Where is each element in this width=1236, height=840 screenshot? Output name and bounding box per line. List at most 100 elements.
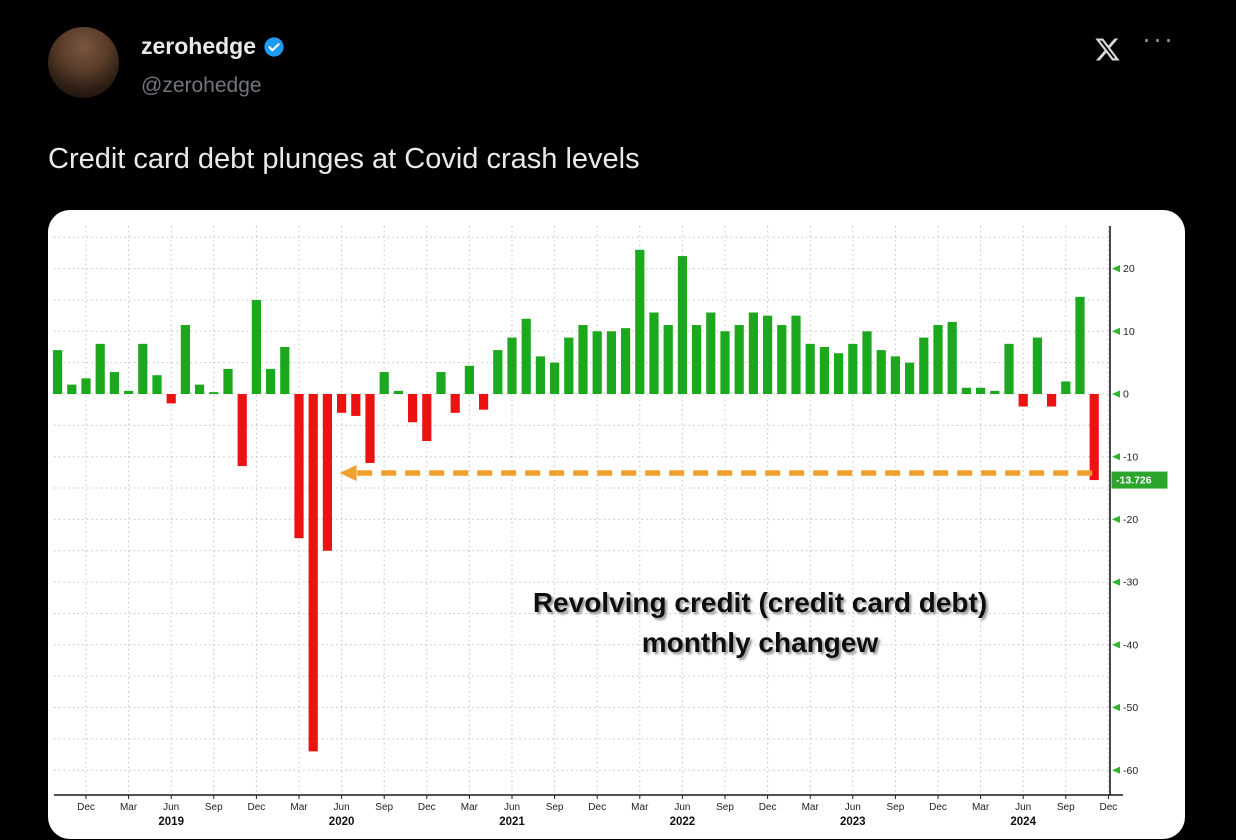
chart-title-line-1: Revolving credit (credit card debt) <box>533 587 987 618</box>
author-name[interactable]: zerohedge <box>141 33 285 60</box>
bar-2020-02 <box>280 346 290 394</box>
chart-grid <box>54 226 1110 795</box>
bar-2019-03 <box>124 390 134 394</box>
comparison-arrow <box>339 465 1093 482</box>
bar-2024-06 <box>1018 394 1028 407</box>
bar-2021-04 <box>479 394 489 410</box>
x-tick-2020-12: Dec <box>418 802 436 813</box>
author-handle: @zerohedge <box>141 74 262 97</box>
tweet-media-chart[interactable]: Dec Mar Jun Sep Dec Mar Jun Sep Dec Mar Jun Sep Dec M… <box>48 210 1185 839</box>
bar-2018-11 <box>67 384 77 394</box>
x-tick-2022-12: Dec <box>759 802 777 813</box>
x-tick-2019-06: Jun <box>163 802 179 813</box>
chart-title: Revolving credit (credit card debt) month… <box>533 587 987 658</box>
bar-2024-08 <box>1047 394 1057 407</box>
y-tick--60: -60 <box>1123 765 1138 777</box>
x-tick-2022-03: Mar <box>631 802 649 813</box>
x-tick-2018-12: Dec <box>77 802 95 813</box>
bar-2019-11 <box>237 394 247 467</box>
bar-2020-08 <box>365 394 375 463</box>
bar-2020-12 <box>422 394 432 442</box>
y-tick-arrow-10 <box>1112 327 1120 335</box>
y-tick-arrow--40 <box>1112 641 1120 649</box>
bar-2023-10 <box>905 362 915 394</box>
bar-2022-08 <box>706 312 716 394</box>
year-label-2024: 2024 <box>1010 816 1036 828</box>
year-label-2020: 2020 <box>329 816 355 828</box>
y-tick--20: -20 <box>1123 514 1138 526</box>
x-tick-2024-06: Jun <box>1015 802 1031 813</box>
y-tick-arrow--20 <box>1112 515 1120 523</box>
x-tick-2019-12: Dec <box>248 802 266 813</box>
bar-2023-07 <box>862 331 872 394</box>
bar-2023-03 <box>805 343 815 394</box>
bar-2022-06 <box>677 256 687 394</box>
bar-2022-03 <box>635 249 645 394</box>
more-button[interactable]: ··· <box>1142 24 1175 54</box>
y-tick-0: 0 <box>1123 389 1129 401</box>
bar-2022-04 <box>649 312 659 394</box>
bar-2024-02 <box>961 387 971 394</box>
bar-2023-06 <box>848 343 858 394</box>
x-tick-2019-09: Sep <box>205 802 223 813</box>
bar-2019-05 <box>152 375 162 394</box>
bar-2019-08 <box>195 384 205 394</box>
bar-2019-02 <box>109 372 119 394</box>
bar-2021-06 <box>507 337 517 394</box>
bar-2022-01 <box>606 331 616 394</box>
bar-2021-11 <box>578 325 588 394</box>
y-tick--50: -50 <box>1123 702 1138 714</box>
bar-2023-12 <box>933 325 943 394</box>
bar-2023-01 <box>777 325 787 394</box>
y-tick-arrow--10 <box>1112 453 1120 461</box>
bar-2022-05 <box>663 325 673 394</box>
bar-2024-05 <box>1004 343 1014 394</box>
y-tick-10: 10 <box>1123 326 1135 338</box>
bar-2020-05 <box>322 394 332 551</box>
x-tick-2023-03: Mar <box>802 802 820 813</box>
bar-2023-09 <box>890 356 900 394</box>
y-tick--30: -30 <box>1123 577 1138 589</box>
x-logo-icon[interactable] <box>1094 36 1121 63</box>
x-tick-2020-03: Mar <box>290 802 308 813</box>
x-tick-2024-09: Sep <box>1057 802 1075 813</box>
bar-2021-02 <box>450 394 460 413</box>
bar-2021-01 <box>436 372 446 394</box>
bar-2023-04 <box>819 346 829 394</box>
bar-2020-10 <box>393 390 403 394</box>
x-tick-2021-03: Mar <box>461 802 479 813</box>
verified-badge-icon[interactable] <box>263 36 285 58</box>
x-tick-2020-06: Jun <box>334 802 350 813</box>
bar-2023-08 <box>876 350 886 394</box>
y-tick-arrow-0 <box>1112 390 1120 398</box>
x-tick-2024-03: Mar <box>972 802 990 813</box>
profile-avatar[interactable] <box>48 27 119 98</box>
bar-2021-12 <box>592 331 602 394</box>
bar-2024-09 <box>1061 381 1071 394</box>
bar-2023-11 <box>919 337 929 394</box>
x-tick-2024-12: Dec <box>1100 802 1118 813</box>
y-tick--10: -10 <box>1123 451 1138 463</box>
current-value-badge: -13.726 <box>1111 471 1168 489</box>
author-name-label: zerohedge <box>141 33 257 59</box>
x-tick-2021-09: Sep <box>546 802 564 813</box>
bar-2024-04 <box>990 390 1000 394</box>
x-tick-2022-06: Jun <box>674 802 690 813</box>
x-tick-2020-09: Sep <box>375 802 393 813</box>
bar-2019-12 <box>251 299 261 394</box>
year-label-2019: 2019 <box>158 816 184 828</box>
revolving-credit-chart: Dec Mar Jun Sep Dec Mar Jun Sep Dec Mar Jun Sep Dec M… <box>53 226 1168 828</box>
tweet-text: Credit card debt plunges at Covid crash … <box>48 143 640 175</box>
bar-2020-11 <box>408 394 418 423</box>
x-tick-2019-03: Mar <box>120 802 138 813</box>
y-tick--40: -40 <box>1123 639 1138 651</box>
bar-2022-12 <box>763 315 773 394</box>
bar-2019-04 <box>138 343 148 394</box>
bar-2023-02 <box>791 315 801 394</box>
bar-2022-07 <box>692 325 702 394</box>
y-tick-arrow--30 <box>1112 578 1120 586</box>
bar-2024-07 <box>1032 337 1042 394</box>
x-tick-2023-09: Sep <box>887 802 905 813</box>
bar-2024-10 <box>1075 296 1085 394</box>
y-tick-arrow-20 <box>1112 265 1120 273</box>
